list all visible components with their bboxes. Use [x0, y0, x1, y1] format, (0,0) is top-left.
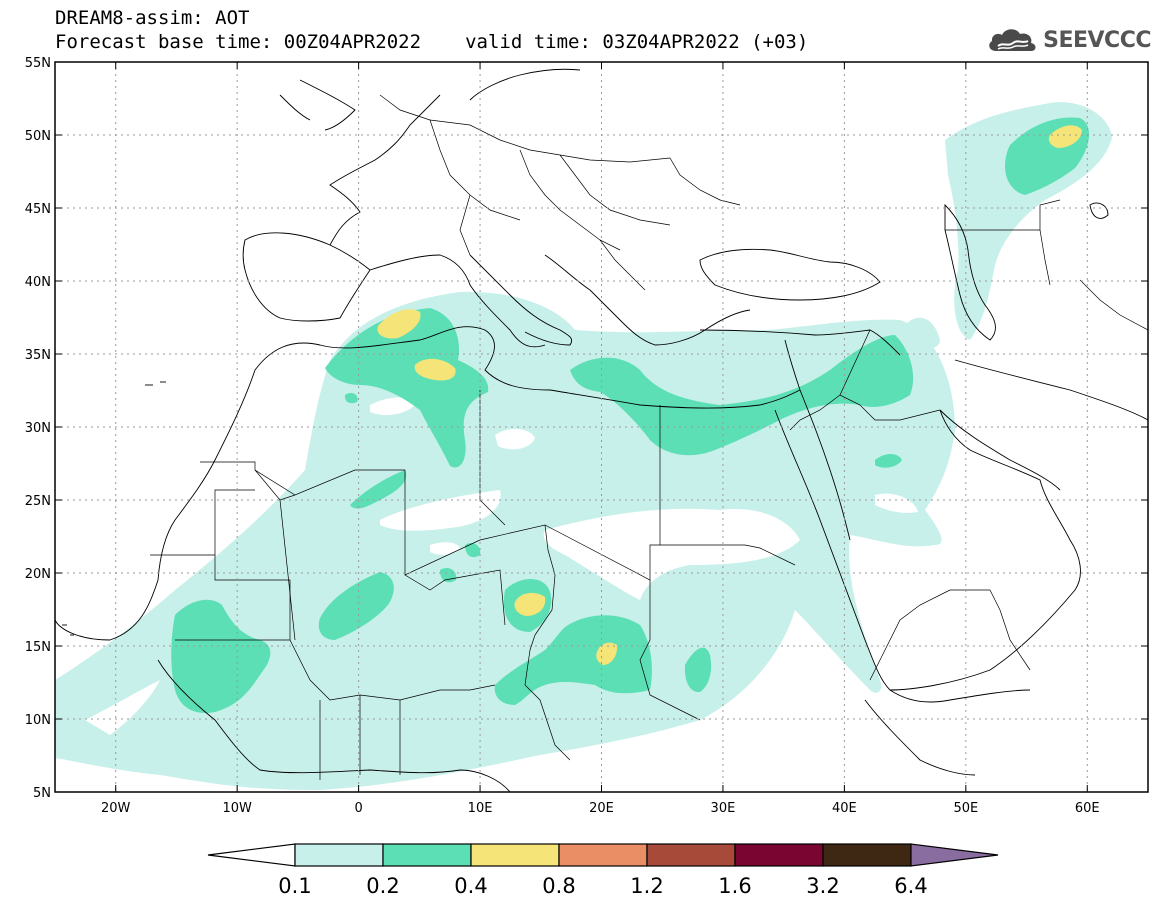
colorbar-label: 0.8 [542, 874, 575, 898]
lon-tick-label: 40E [832, 801, 857, 816]
lon-axis-labels: 20W 10W 0 10E 20E 30E 40E 50E 60E [101, 801, 1100, 816]
lat-tick-label: 20N [25, 567, 51, 582]
colorbar-swatch [822, 843, 912, 867]
lon-tick-label: 20E [589, 801, 614, 816]
forecast-times: Forecast base time: 00Z04APR2022 valid ti… [55, 31, 808, 53]
colorbar-swatch [558, 843, 648, 867]
lon-tick-label: 10E [468, 801, 493, 816]
lat-tick-label: 25N [25, 494, 51, 509]
base-time-label: Forecast base time: [55, 31, 273, 53]
colorbar-label: 0.1 [278, 874, 311, 898]
colorbar-swatch [470, 843, 560, 867]
lat-tick-label: 50N [25, 129, 51, 144]
colorbar-label: 3.2 [806, 874, 839, 898]
lon-tick-label: 30E [711, 801, 736, 816]
lon-tick-label: 60E [1075, 801, 1100, 816]
valid-time-value: 03Z04APR2022 (+03) [602, 31, 809, 53]
lon-tick-label: 20W [101, 801, 131, 816]
colorbar-high-arrow [910, 843, 999, 867]
colorbar-label: 6.4 [894, 874, 927, 898]
colorbar-swatch [382, 843, 472, 867]
colorbar-swatch [646, 843, 736, 867]
lon-tick-label: 50E [953, 801, 978, 816]
lat-axis-labels: 55N 50N 45N 40N 35N 30N 25N 20N 15N 10N 5N [25, 56, 51, 801]
axis-ticks [55, 61, 1148, 793]
seevccc-logo: SEEVCCC [986, 25, 1151, 55]
lat-tick-label: 10N [25, 713, 51, 728]
lat-tick-label: 55N [25, 56, 51, 71]
lat-tick-label: 35N [25, 348, 51, 363]
coastlines [55, 68, 1148, 792]
country-borders [150, 94, 1148, 780]
lon-tick-label: 10W [222, 801, 252, 816]
colorbar-label: 0.4 [454, 874, 487, 898]
lon-tick-label: 0 [354, 801, 362, 816]
map-title: DREAM8-assim: AOT [55, 7, 250, 29]
lat-tick-label: 15N [25, 640, 51, 655]
colorbar-label: 0.2 [366, 874, 399, 898]
aot-field [55, 68, 1148, 792]
lat-tick-label: 30N [25, 421, 51, 436]
colorbar: 0.1 0.2 0.4 0.8 1.2 1.6 3.2 6.4 [207, 843, 999, 898]
lat-tick-label: 5N [33, 786, 51, 801]
graticule [55, 62, 1148, 792]
valid-time-label: valid time: [465, 31, 591, 53]
base-time-value: 00Z04APR2022 [283, 31, 422, 53]
logo-text: SEEVCCC [1043, 27, 1151, 53]
colorbar-label: 1.6 [718, 874, 751, 898]
colorbar-low-arrow [207, 843, 296, 867]
cloud-icon [989, 29, 1036, 51]
lat-tick-label: 40N [25, 275, 51, 290]
colorbar-swatch [734, 843, 824, 867]
colorbar-swatch [294, 843, 384, 867]
colorbar-label: 1.2 [630, 874, 663, 898]
lat-tick-label: 45N [25, 202, 51, 217]
